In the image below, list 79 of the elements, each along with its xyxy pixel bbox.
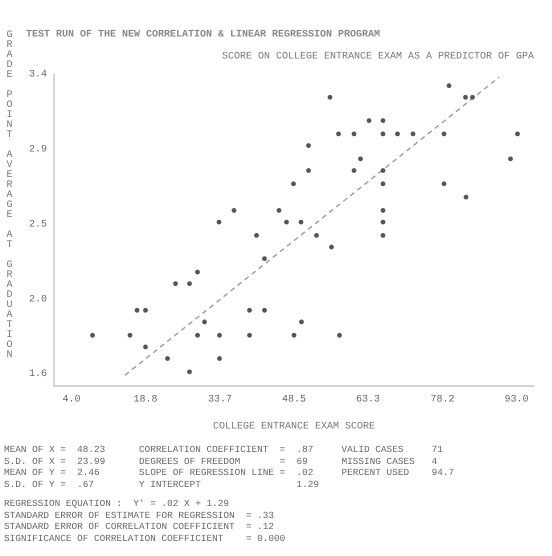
point — [195, 270, 200, 274]
point — [173, 281, 178, 286]
point — [90, 332, 95, 338]
point — [195, 332, 200, 338]
text: MEAN OF Y = 2.46 SLOPE OF REGRESSION LINE = .02 PERCENT USED 94.7 — [4, 467, 454, 478]
point — [134, 308, 140, 313]
x-tick-label: 4.0 — [62, 394, 81, 406]
y-tick-label: 2.0 — [28, 294, 48, 306]
point — [329, 244, 334, 250]
point — [217, 332, 222, 338]
point — [464, 194, 468, 200]
point — [380, 168, 386, 173]
point — [291, 181, 296, 186]
x-tick-label: 93.0 — [504, 394, 529, 406]
point — [366, 118, 372, 123]
x-axis-title: COLLEGE ENTRANCE EXAM SCORE — [212, 422, 376, 433]
point — [143, 308, 148, 313]
point — [336, 132, 341, 136]
point — [306, 143, 311, 148]
point — [358, 156, 363, 162]
point — [276, 208, 282, 213]
point — [262, 308, 267, 313]
point — [306, 168, 311, 173]
point — [380, 118, 386, 123]
y-tick-label: 1.6 — [28, 369, 48, 380]
point — [337, 332, 342, 338]
point — [380, 220, 386, 224]
y-tick-label: 3.4 — [28, 70, 48, 81]
point — [216, 220, 222, 224]
point — [165, 356, 170, 361]
x-tick-label: 63.3 — [356, 394, 380, 406]
text: S.D. OF X = 23.99 DEGREES OF FREEDOM = 69 MISSING CASES 4 — [4, 456, 438, 467]
text: SIGNIFICANCE OF CORRELATION COEFFICIENT = 0.000 — [4, 532, 286, 544]
x-tick-label: 33.7 — [208, 394, 232, 406]
x-tick-label: 48.5 — [282, 394, 306, 406]
point — [232, 208, 236, 213]
point — [470, 94, 475, 100]
text: STANDARD ERROR OF ESTIMATE FOR REGRESSION = .33 — [4, 510, 276, 521]
point — [187, 281, 192, 286]
point — [352, 132, 356, 136]
point — [446, 83, 452, 88]
point — [299, 320, 304, 324]
point — [314, 233, 319, 238]
point — [202, 320, 207, 324]
point — [217, 356, 222, 361]
point — [254, 233, 259, 238]
point — [284, 220, 289, 224]
point — [247, 332, 252, 338]
point — [328, 94, 332, 100]
point — [187, 369, 192, 374]
point — [515, 132, 520, 136]
x-tick-label: 18.8 — [133, 394, 158, 406]
point — [247, 308, 252, 313]
y-axis-title: GRADE POINT AVERAGE AT GRADUATION — [4, 30, 15, 360]
y-tick-label: 2.9 — [28, 144, 48, 156]
point — [380, 181, 386, 186]
chart-subtitle: SCORE ON COLLEGE ENTRANCE EXAM AS A PREDICTOR OF GPA — [222, 52, 534, 63]
chart-title: TEST RUN OF THE NEW CORRELATION & LINEAR REGRESSION PROGRAM — [26, 30, 380, 41]
point — [262, 256, 267, 262]
text: STANDARD ERROR OF CORRELATION COEFFICIENT = .12 — [4, 521, 276, 532]
point — [508, 156, 513, 162]
text: S.D. OF Y = .67 Y INTERCEPT 1.29 — [4, 478, 320, 490]
point — [442, 132, 446, 136]
text: REGRESSION EQUATION : Y' = .02 X + 1.29 — [4, 498, 230, 510]
text: MEAN OF X = 48.23 CORRELATION COEFFICIENT = .87 VALID CASES 71 — [4, 444, 444, 456]
y-tick-label: 2.5 — [28, 219, 48, 230]
point — [463, 94, 468, 100]
point — [442, 181, 446, 186]
x-tick-label: 78.2 — [430, 394, 455, 406]
point — [292, 332, 296, 338]
point — [298, 220, 304, 224]
point — [143, 344, 148, 350]
point — [410, 132, 416, 136]
point — [395, 132, 400, 136]
point — [380, 233, 386, 238]
point — [128, 332, 132, 338]
point — [380, 132, 386, 136]
point — [380, 208, 386, 213]
point — [352, 168, 356, 173]
